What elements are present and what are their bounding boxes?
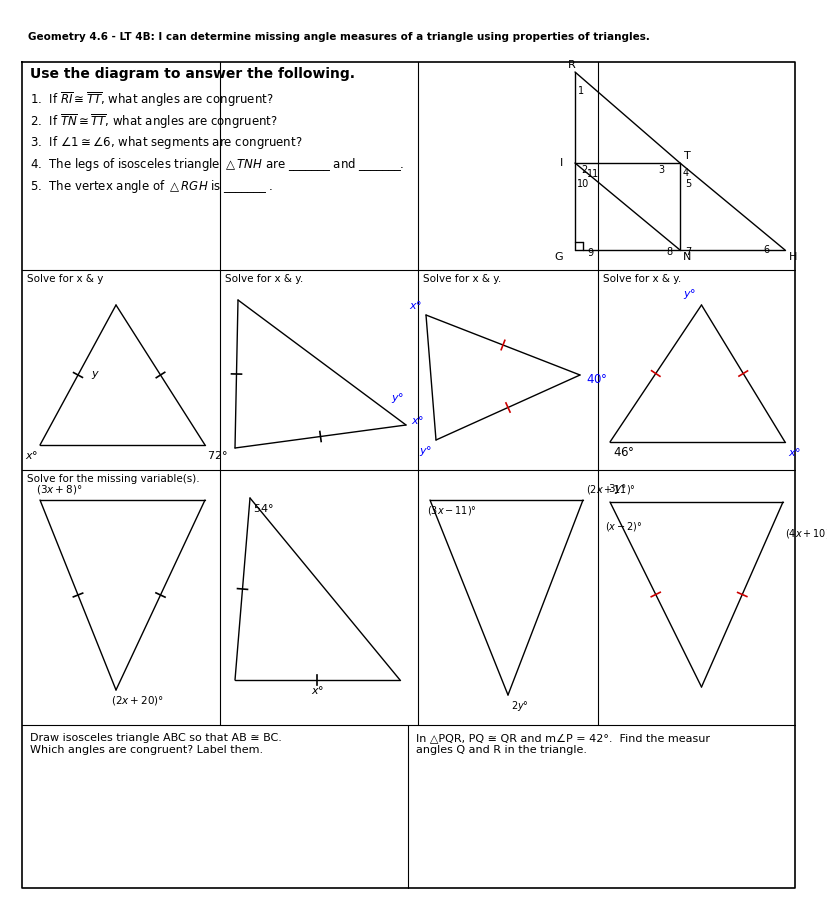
Text: $x°$: $x°$ <box>410 414 424 426</box>
Text: $46°$: $46°$ <box>612 446 634 459</box>
Text: Draw isosceles triangle ABC so that AB ≅ BC.
Which angles are congruent? Label t: Draw isosceles triangle ABC so that AB ≅… <box>30 733 281 755</box>
Text: N: N <box>682 252 691 262</box>
Text: Geometry 4.6 - LT 4B: I can determine missing angle measures of a triangle using: Geometry 4.6 - LT 4B: I can determine mi… <box>28 32 649 42</box>
Text: Solve for x & y: Solve for x & y <box>27 274 103 284</box>
Text: 9: 9 <box>586 248 592 258</box>
Text: 4.  The legs of isosceles triangle $\triangle TNH$ are _______ and _______.: 4. The legs of isosceles triangle $\tria… <box>30 156 404 173</box>
Text: G: G <box>554 252 562 262</box>
Text: $72°$: $72°$ <box>207 449 227 461</box>
Text: $(3x + 8)°$: $(3x + 8)°$ <box>36 483 83 496</box>
Text: 4: 4 <box>682 168 688 178</box>
Text: $(2x + 20)°$: $(2x + 20)°$ <box>111 694 164 707</box>
Text: $y$: $y$ <box>91 369 100 381</box>
Text: 1: 1 <box>577 86 583 96</box>
Text: 2: 2 <box>581 165 586 175</box>
Text: 8: 8 <box>665 247 672 257</box>
Text: $40°$: $40°$ <box>586 373 607 386</box>
Text: $2y°$: $2y°$ <box>510 699 528 713</box>
Text: $(3x - 11)°$: $(3x - 11)°$ <box>427 504 476 517</box>
Text: Solve for x & y.: Solve for x & y. <box>423 274 500 284</box>
Text: $(2x + 11)°$: $(2x + 11)°$ <box>586 483 635 496</box>
Text: $x°$: $x°$ <box>310 684 324 696</box>
Text: 5.  The vertex angle of $\triangle RGH$ is _______ .: 5. The vertex angle of $\triangle RGH$ i… <box>30 178 273 195</box>
Text: $54°$: $54°$ <box>253 502 274 514</box>
Text: $(x - 2)°$: $(x - 2)°$ <box>605 520 642 533</box>
Text: Solve for the missing variable(s).: Solve for the missing variable(s). <box>27 474 199 484</box>
Text: 6: 6 <box>762 245 768 255</box>
Text: 5: 5 <box>684 179 691 189</box>
Text: I: I <box>559 158 562 168</box>
Text: Solve for x & y.: Solve for x & y. <box>602 274 681 284</box>
Text: $y°$: $y°$ <box>418 444 432 458</box>
Text: 10: 10 <box>576 179 589 189</box>
Text: R: R <box>567 60 576 70</box>
Text: $y°$: $y°$ <box>391 391 404 405</box>
Text: 11: 11 <box>586 169 599 179</box>
Text: 2.  If $\overline{TN} \cong \overline{TT}$, what angles are congruent?: 2. If $\overline{TN} \cong \overline{TT}… <box>30 112 277 131</box>
Text: $x°$: $x°$ <box>25 449 38 461</box>
Text: Use the diagram to answer the following.: Use the diagram to answer the following. <box>30 67 355 81</box>
Text: $x°$: $x°$ <box>787 446 801 458</box>
Text: 3.  If $\angle 1 \cong \angle 6$, what segments are congruent?: 3. If $\angle 1 \cong \angle 6$, what se… <box>30 134 302 151</box>
Text: $x°$: $x°$ <box>409 299 422 311</box>
Text: 7: 7 <box>684 247 691 257</box>
Text: $y°$: $y°$ <box>682 287 696 301</box>
Text: $3y°$: $3y°$ <box>607 482 626 496</box>
Text: Solve for x & y.: Solve for x & y. <box>225 274 303 284</box>
Text: In △PQR, PQ ≅ QR and m∠P = 42°.  Find the measur
angles Q and R in the triangle.: In △PQR, PQ ≅ QR and m∠P = 42°. Find the… <box>416 733 710 755</box>
Text: $(4x + 10)°$: $(4x + 10)°$ <box>784 527 827 540</box>
Text: 1.  If $\overline{RI} \cong \overline{TT}$, what angles are congruent?: 1. If $\overline{RI} \cong \overline{TT}… <box>30 90 273 109</box>
Text: 3: 3 <box>657 165 663 175</box>
Text: H: H <box>788 252 796 262</box>
Text: T: T <box>683 151 690 161</box>
